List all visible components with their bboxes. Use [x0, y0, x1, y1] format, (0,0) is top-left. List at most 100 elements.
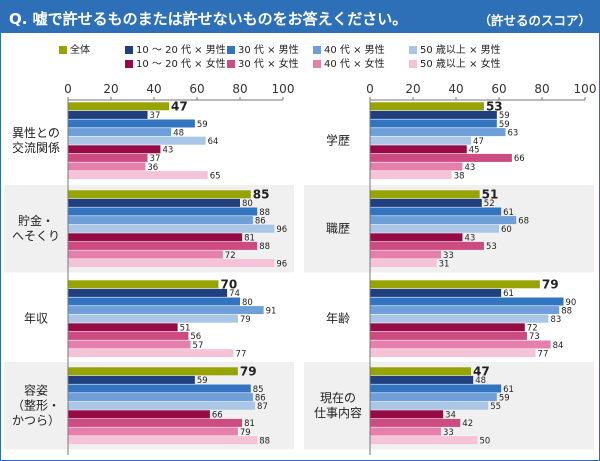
bar: [68, 367, 238, 376]
bar-value-label: 55: [490, 402, 501, 412]
bar-value-label: 61: [503, 208, 514, 218]
legend-label: 40 代 × 男性: [324, 45, 385, 56]
x-tick-label: 60: [189, 82, 204, 96]
bar-value-label: 31: [439, 259, 450, 269]
bar-value-label: 73: [529, 332, 540, 342]
bar: [68, 128, 172, 137]
bar-value-label: 34: [445, 411, 456, 421]
bar-value-label: 48: [173, 128, 184, 138]
bar-value-label: 45: [469, 146, 480, 156]
legend-label: 全体: [70, 45, 90, 56]
legend-label: 30 代 × 男性: [238, 45, 299, 56]
bar: [68, 162, 146, 171]
bar-value-label: 96: [276, 259, 287, 269]
bar: [68, 306, 264, 315]
legend-item: 全体: [59, 45, 90, 57]
bar: [370, 297, 564, 306]
category-label-line: 容姿: [24, 383, 48, 398]
bar-value-label: 80: [242, 199, 253, 209]
bar-value-label: 59: [197, 376, 208, 386]
bar-value-label: 59: [499, 393, 510, 403]
category-label: 異性との交流関係: [12, 126, 60, 155]
legend-label: 30 代 × 女性: [238, 59, 299, 70]
bar-value-label: 85: [253, 188, 270, 202]
bar: [370, 331, 527, 340]
category-label: 年収: [24, 312, 48, 326]
bar: [370, 340, 551, 349]
bar: [68, 375, 195, 384]
bar-value-label: 37: [150, 154, 161, 164]
bar-value-label: 70: [221, 278, 238, 292]
category-label-line: 年齢: [326, 311, 350, 326]
bar-value-label: 66: [212, 411, 223, 421]
legend-swatch: [227, 60, 235, 68]
bar: [370, 128, 506, 137]
bar-value-label: 68: [518, 216, 529, 226]
bar: [68, 331, 189, 340]
x-tick-label: 60: [491, 82, 506, 96]
bar-value-label: 43: [464, 163, 475, 173]
bar: [68, 401, 256, 410]
legend-label: 50 歳以上 × 男性: [420, 45, 501, 56]
bar: [370, 288, 502, 297]
legend-swatch: [227, 46, 235, 54]
bar: [68, 110, 148, 119]
bar: [68, 340, 191, 349]
bar-value-label: 48: [475, 376, 486, 386]
bar-value-label: 53: [486, 100, 503, 114]
bar-value-label: 52: [484, 199, 495, 209]
bar-value-label: 60: [501, 225, 512, 235]
legend-item: 30 代 × 女性: [227, 59, 299, 71]
category-label: 年齢: [326, 311, 350, 326]
bar: [68, 259, 275, 268]
bar: [68, 297, 240, 306]
bar-value-label: 88: [259, 208, 270, 218]
bar: [370, 162, 463, 171]
bar-value-label: 86: [255, 393, 266, 403]
bar: [68, 145, 161, 154]
bar: [68, 119, 195, 128]
bar-value-label: 47: [473, 137, 484, 147]
bar: [370, 314, 549, 323]
title-bar: Q. 嘘で許せるものまたは許せないものをお答えください。 （許せるのスコア）: [1, 1, 599, 33]
bar: [68, 224, 275, 233]
category-label-line: 年収: [24, 312, 48, 326]
bar: [68, 323, 178, 332]
bar-value-label: 56: [190, 332, 201, 342]
bar-value-label: 83: [550, 315, 561, 325]
bar: [370, 171, 452, 180]
bar-value-label: 42: [462, 419, 473, 429]
bar: [370, 418, 461, 427]
bar: [68, 280, 219, 289]
bar: [68, 393, 253, 402]
bar-value-label: 88: [259, 242, 270, 252]
category-label: 現在の仕事内容: [314, 391, 362, 420]
bar: [370, 198, 482, 207]
bar-value-label: 59: [197, 120, 208, 130]
category-label-line: 貯金・: [18, 213, 54, 228]
x-tick-label: 100: [574, 82, 597, 96]
legend-item: 50 歳以上 × 男性: [409, 45, 501, 57]
bar: [370, 375, 474, 384]
bar: [370, 436, 478, 445]
bar: [68, 436, 258, 445]
x-tick-label: 40: [146, 82, 161, 96]
bar-value-label: 81: [244, 419, 255, 429]
bar-value-label: 50: [480, 436, 491, 446]
bar-value-label: 33: [443, 428, 454, 438]
bar-value-label: 66: [514, 154, 525, 164]
bar: [68, 410, 210, 419]
legend-swatch: [125, 60, 133, 68]
legend-label: 50 歳以上 × 女性: [420, 59, 501, 70]
bar-value-label: 65: [210, 171, 221, 181]
bar: [370, 190, 480, 199]
bar: [68, 349, 234, 358]
bar: [370, 207, 502, 216]
bar-value-label: 38: [454, 171, 465, 181]
bar-value-label: 77: [538, 349, 549, 359]
bar: [370, 410, 444, 419]
bar-value-label: 74: [229, 289, 240, 299]
bar-value-label: 72: [225, 251, 236, 261]
legend: 全体 10 〜 20 代 × 男性 30 代 × 男性 40 代 × 男性 50 歳以上…: [1, 41, 599, 71]
